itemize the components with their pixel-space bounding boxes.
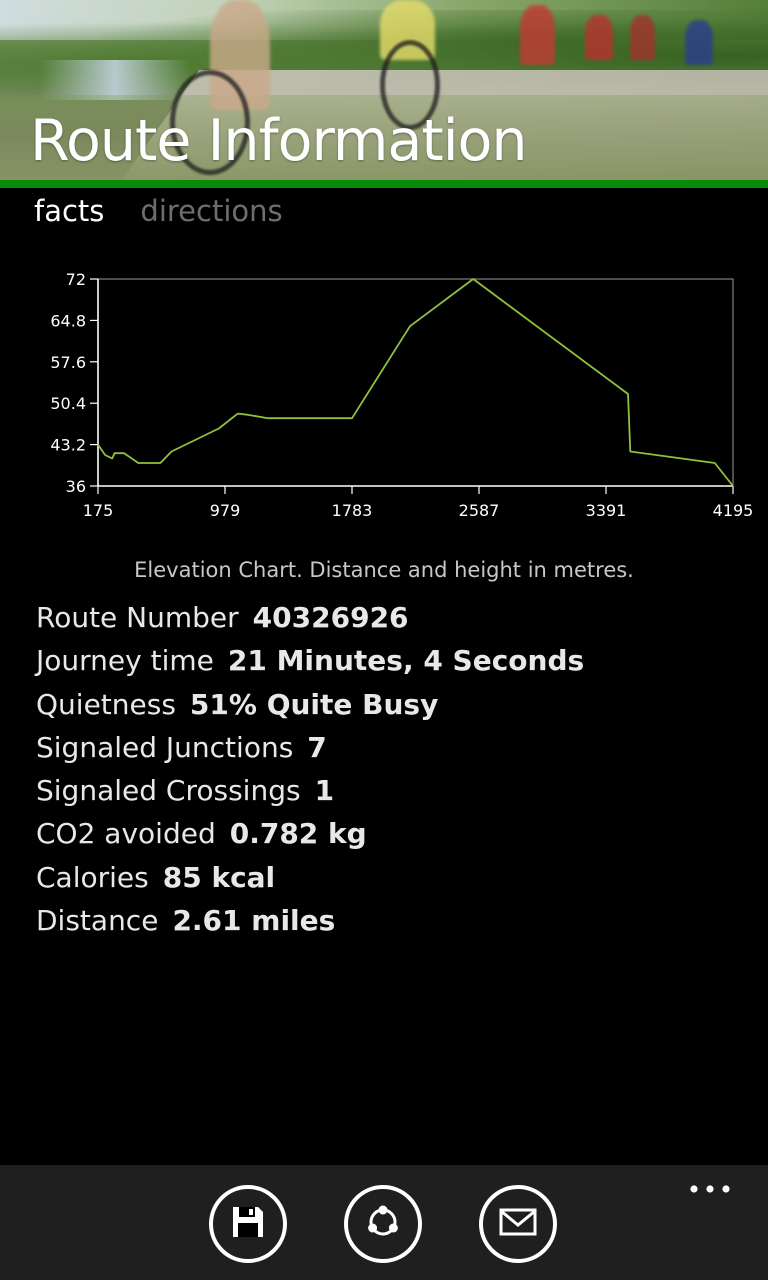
fact-distance: Distance 2.61 miles bbox=[36, 899, 584, 942]
elevation-line bbox=[97, 278, 734, 487]
x-tick-label: 1783 bbox=[332, 501, 373, 520]
fact-value: 1 bbox=[314, 774, 335, 808]
header-image: Route Information bbox=[0, 0, 768, 182]
fact-label: Route Number bbox=[36, 601, 239, 634]
elevation-chart-svg: 72 64.8 57.6 50.4 43.2 36 175 979 1783 2587 3391 41… bbox=[50, 270, 754, 520]
pivot-headers: facts directions bbox=[34, 194, 283, 228]
accent-bar bbox=[0, 180, 768, 188]
y-tick-label: 36 bbox=[66, 477, 86, 496]
mail-icon bbox=[499, 1207, 537, 1241]
x-tick-label: 979 bbox=[210, 501, 241, 520]
y-tick-label: 72 bbox=[66, 270, 86, 289]
fact-value: 2.61 miles bbox=[172, 904, 336, 938]
more-ellipsis-icon[interactable] bbox=[688, 1177, 738, 1201]
elevation-chart: 72 64.8 57.6 50.4 43.2 36 175 979 1783 2587 3391 41… bbox=[50, 262, 760, 532]
fact-route-number: Route Number 40326926 bbox=[36, 596, 584, 639]
fact-label: Calories bbox=[36, 860, 149, 894]
tab-facts[interactable]: facts bbox=[34, 194, 105, 228]
fact-value: 7 bbox=[307, 730, 327, 764]
x-tick-label: 4195 bbox=[713, 501, 754, 520]
save-icon bbox=[230, 1204, 266, 1244]
fact-value: 85 kcal bbox=[162, 860, 276, 894]
fact-label: Quietness bbox=[36, 687, 176, 721]
save-button[interactable] bbox=[209, 1185, 287, 1263]
fact-journey-time: Journey time 21 Minutes, 4 Seconds bbox=[36, 639, 584, 682]
fact-label: Signaled Crossings bbox=[36, 774, 301, 808]
fact-value: 0.782 kg bbox=[229, 817, 367, 851]
fact-value: 21 Minutes, 4 Seconds bbox=[227, 644, 585, 678]
y-tick-label: 57.6 bbox=[50, 353, 86, 372]
plot-frame bbox=[97, 278, 734, 487]
page-title: Route Information bbox=[30, 108, 528, 174]
fact-label: Journey time bbox=[36, 644, 214, 678]
fact-signaled-crossings: Signaled Crossings 1 bbox=[36, 769, 584, 812]
x-tick-label: 2587 bbox=[459, 501, 500, 520]
fact-label: Signaled Junctions bbox=[36, 730, 294, 764]
facts-list: Route Number 40326926 Journey time 21 Minu… bbox=[36, 596, 584, 942]
x-tick-label: 175 bbox=[83, 501, 114, 520]
y-tick-label: 50.4 bbox=[50, 394, 86, 413]
fact-signaled-junctions: Signaled Junctions 7 bbox=[36, 726, 584, 769]
fact-value: 40326926 bbox=[252, 601, 409, 634]
y-tick-label: 43.2 bbox=[50, 436, 86, 455]
chart-caption: Elevation Chart. Distance and height in … bbox=[134, 558, 634, 582]
app-bar bbox=[0, 1165, 768, 1280]
y-tick-label: 64.8 bbox=[50, 311, 86, 330]
x-tick-label: 3391 bbox=[586, 501, 627, 520]
share-icon bbox=[363, 1202, 403, 1246]
tab-directions[interactable]: directions bbox=[140, 194, 283, 228]
share-button[interactable] bbox=[344, 1185, 422, 1263]
fact-calories: Calories 85 kcal bbox=[36, 856, 584, 899]
fact-label: CO2 avoided bbox=[36, 817, 216, 851]
fact-quietness: Quietness 51% Quite Busy bbox=[36, 683, 584, 726]
fact-co2-avoided: CO2 avoided 0.782 kg bbox=[36, 812, 584, 855]
fact-label: Distance bbox=[36, 904, 159, 938]
fact-value: 51% Quite Busy bbox=[189, 687, 439, 721]
mail-button[interactable] bbox=[479, 1185, 557, 1263]
